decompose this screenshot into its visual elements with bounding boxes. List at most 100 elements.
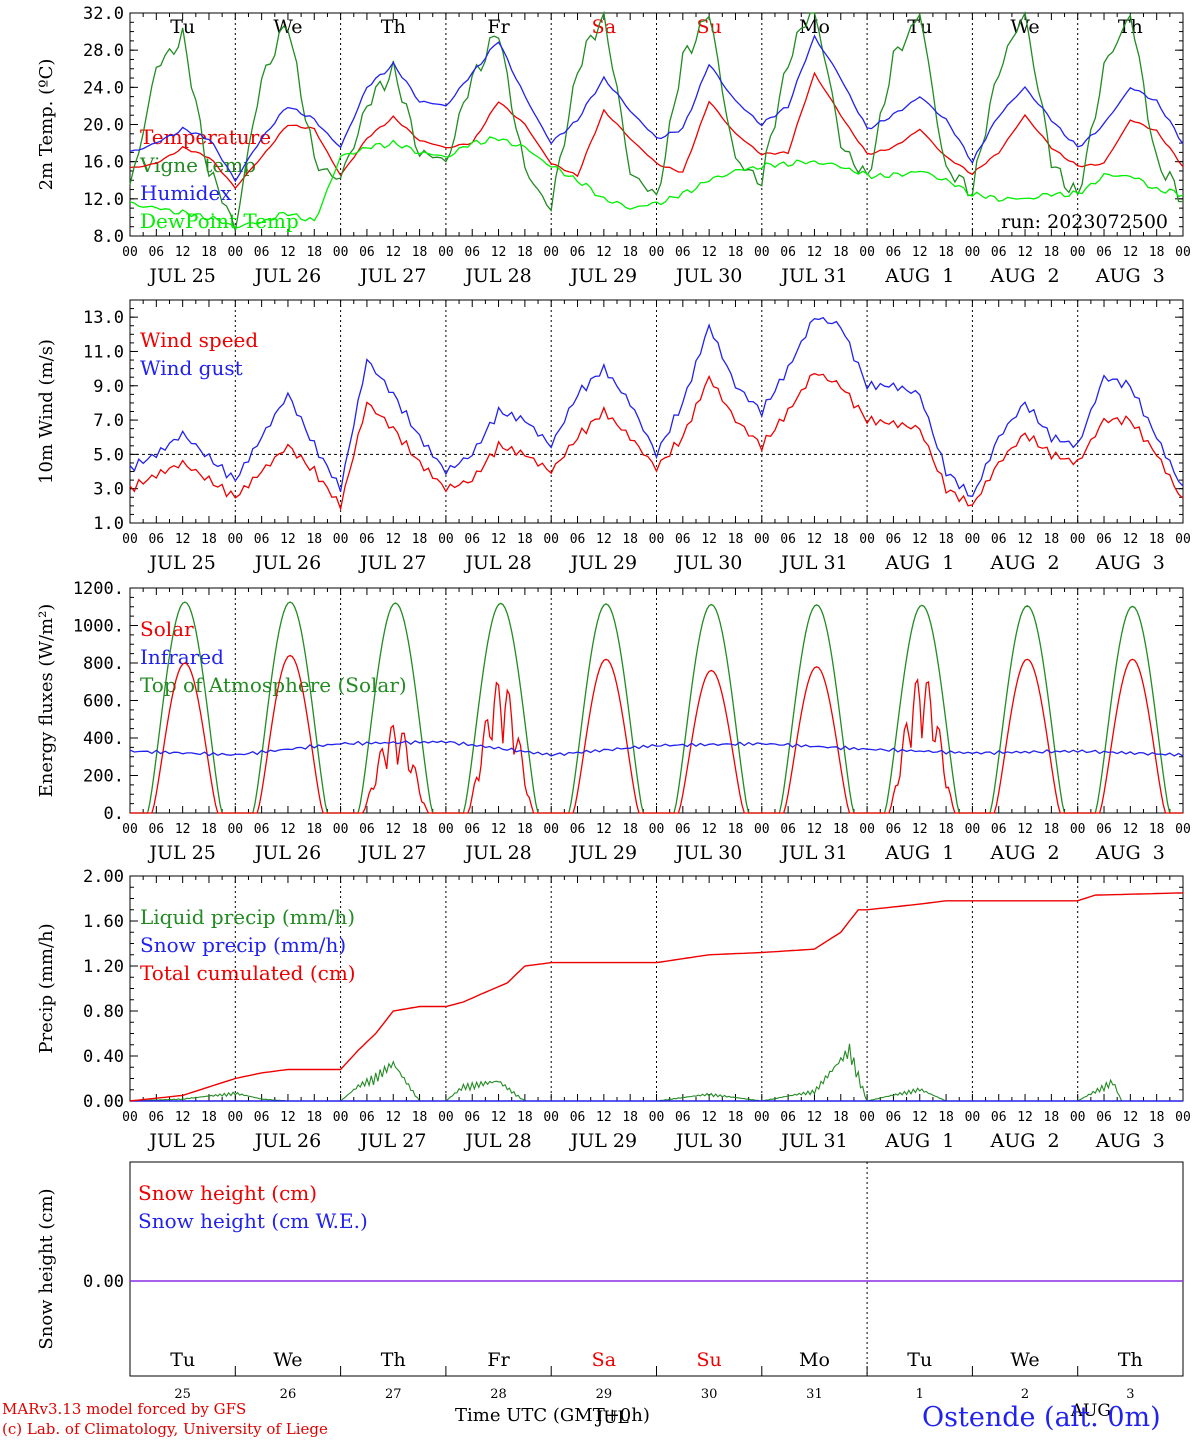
y-tick-label: 600. [83,692,124,712]
hour-tick-label: 00 [122,245,138,260]
hour-tick-label: 18 [306,1110,322,1125]
series-line-3 [129,136,1184,229]
date-label: JUL 25 [147,265,215,287]
hour-tick-label: 12 [807,1110,823,1125]
hour-tick-label: 18 [728,532,744,547]
legend-snow-height-cm-: Snow height (cm) [138,1181,317,1205]
hour-tick-label: 06 [675,822,691,837]
month-label: AUG [1070,1401,1111,1421]
hour-tick-label: 18 [728,1110,744,1125]
hour-tick-label: 18 [306,532,322,547]
y-tick-label: 200. [83,767,124,787]
hour-tick-label: 00 [122,1110,138,1125]
y-tick-label: 1000. [73,617,124,637]
hour-tick-label: 12 [491,1110,507,1125]
hour-tick-label: 00 [333,245,349,260]
hour-tick-label: 12 [1123,532,1139,547]
hour-tick-label: 00 [122,822,138,837]
y-axis-title: 2m Temp. (ºC) [36,59,57,191]
date-number: 3 [1126,1387,1134,1402]
hour-tick-label: 00 [754,1110,770,1125]
hour-tick-label: 00 [333,532,349,547]
legend-total-cumulated-cm-: Total cumulated (cm) [140,961,356,985]
date-label: JUL 26 [253,552,321,574]
hour-tick-label: 00 [227,1110,243,1125]
hour-tick-label: 00 [543,532,559,547]
hour-tick-label: 06 [675,532,691,547]
hour-tick-label: 06 [780,245,796,260]
date-number: 28 [490,1387,507,1402]
hour-tick-label: 18 [517,532,533,547]
hour-tick-label: 00 [1175,245,1191,260]
series-line-total [129,892,1184,1102]
y-tick-label: 13.0 [83,308,124,328]
hour-tick-label: 00 [859,1110,875,1125]
hour-tick-label: 00 [859,822,875,837]
hour-tick-label: 12 [491,532,507,547]
hour-tick-label: 18 [622,822,638,837]
y-tick-label: 800. [83,654,124,674]
hour-tick-label: 00 [965,1110,981,1125]
hour-tick-label: 12 [1017,245,1033,260]
date-number: 31 [806,1387,823,1402]
date-label: JUL 25 [147,842,215,864]
hour-tick-label: 00 [1070,245,1086,260]
y-tick-label: 1200. [73,579,124,599]
hour-tick-label: 12 [1123,822,1139,837]
hour-tick-label: 00 [649,532,665,547]
hour-tick-label: 00 [543,245,559,260]
weekday-label: We [273,16,302,38]
y-tick-label: 2.00 [83,867,124,887]
weekday-label: Sa [592,1349,616,1371]
y-tick-label: 28.0 [83,41,124,61]
hour-tick-label: 06 [886,532,902,547]
series-line-infrared [129,740,1184,757]
hour-tick-label: 18 [622,532,638,547]
hour-tick-label: 00 [1175,822,1191,837]
hour-tick-label: 12 [912,822,928,837]
hour-tick-label: 06 [991,245,1007,260]
hour-tick-label: 00 [859,245,875,260]
hour-tick-label: 12 [596,1110,612,1125]
panel-2: 1.0 3.0 5.0 7.0 9.0 11.0 13.0 10m Wind (m/s) 00 0… [36,299,1191,574]
hour-tick-label: 12 [807,532,823,547]
weekday-label: Tu [170,16,195,38]
hour-tick-label: 06 [359,532,375,547]
date-label: JUL 26 [253,265,321,287]
hour-tick-label: 18 [517,822,533,837]
date-label: AUG 1 [884,552,954,574]
legend-solar: Solar [140,617,194,641]
hour-tick-label: 12 [596,822,612,837]
date-number: 26 [280,1387,297,1402]
hour-tick-label: 00 [754,532,770,547]
y-tick-label: 16.0 [83,153,124,173]
y-tick-label: 1.0 [93,514,124,534]
y-tick-label: 32.0 [83,4,124,24]
hour-tick-label: 18 [1149,245,1165,260]
hour-tick-label: 12 [912,245,928,260]
hour-tick-label: 00 [1070,532,1086,547]
weekday-label: Mo [799,16,830,38]
legend-liquid-precip-mm-h-: Liquid precip (mm/h) [140,905,355,929]
y-tick-label: 0.80 [83,1002,124,1022]
hour-tick-label: 18 [201,245,217,260]
hour-tick-label: 06 [254,245,270,260]
y-tick-label: 24.0 [83,78,124,98]
hour-tick-label: 00 [227,822,243,837]
series-line-1 [129,316,1184,497]
hour-tick-label: 18 [517,245,533,260]
hour-tick-label: 18 [938,532,954,547]
weekday-label: Th [1118,1349,1143,1371]
date-label: JUL 30 [674,265,742,287]
date-label: JUL 28 [463,1130,531,1152]
hour-tick-label: 18 [833,1110,849,1125]
hour-tick-label: 06 [675,1110,691,1125]
hour-tick-label: 12 [1017,1110,1033,1125]
y-axis-title: Energy fluxes (W/m²) [36,604,57,798]
hour-tick-label: 00 [965,532,981,547]
hour-tick-label: 06 [1096,532,1112,547]
hour-tick-label: 12 [1017,532,1033,547]
weekday-label: Mo [799,1349,830,1371]
hour-tick-label: 06 [1096,822,1112,837]
hour-tick-label: 12 [385,532,401,547]
